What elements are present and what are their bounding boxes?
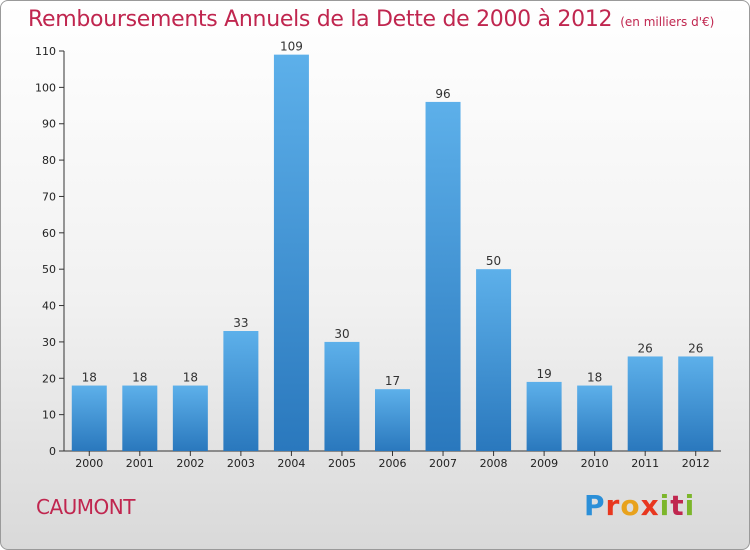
x-tick-label: 2006 (379, 457, 407, 470)
y-tick-label: 100 (35, 81, 56, 94)
bar (526, 381, 562, 451)
x-tick-label: 2009 (530, 457, 558, 470)
x-tick-label: 2010 (581, 457, 609, 470)
y-tick-label: 80 (42, 154, 56, 167)
y-tick-label: 10 (42, 409, 56, 422)
x-tick-label: 2003 (227, 457, 255, 470)
bar-value-label: 18 (587, 371, 602, 385)
bar-value-label: 18 (82, 371, 97, 385)
bar (122, 385, 158, 451)
bar-value-label: 19 (536, 367, 551, 381)
bar-value-label: 17 (385, 374, 400, 388)
bar-value-label: 50 (486, 254, 501, 268)
y-tick-label: 60 (42, 227, 56, 240)
proxiti-logo: Proxiti (584, 489, 696, 522)
y-tick-label: 50 (42, 263, 56, 276)
bar-value-label: 26 (638, 341, 653, 355)
bar-value-label: 33 (233, 316, 248, 330)
chart-subtitle: (en milliers d'€) (620, 15, 715, 29)
y-tick-label: 110 (35, 45, 56, 58)
bar-value-label: 30 (334, 327, 349, 341)
x-tick-label: 2011 (631, 457, 659, 470)
bar-value-label: 18 (183, 371, 198, 385)
bar (425, 101, 461, 451)
bar (375, 389, 410, 451)
bar-value-label: 96 (435, 87, 450, 101)
bar (71, 385, 107, 451)
x-tick-label: 2002 (176, 457, 204, 470)
commune-name: CAUMONT (36, 495, 135, 519)
bar (476, 269, 512, 451)
bar (678, 356, 714, 451)
y-tick-label: 70 (42, 190, 56, 203)
bar (324, 341, 360, 451)
x-tick-label: 2000 (75, 457, 103, 470)
bar-value-label: 109 (280, 40, 303, 54)
x-tick-label: 2001 (126, 457, 154, 470)
bar (577, 385, 613, 451)
data-labels: 18 18 18 33 109 30 17 96 50 19 18 26 26 (82, 40, 704, 389)
y-tick-label: 20 (42, 372, 56, 385)
bar-value-label: 26 (688, 341, 703, 355)
bar-value-label: 18 (132, 371, 147, 385)
axes: 0 10 20 30 40 50 60 70 80 90 100 110 2000 2001 2002 200… (35, 45, 721, 470)
bar (627, 356, 663, 451)
y-tick-label: 30 (42, 336, 56, 349)
x-tick-label: 2007 (429, 457, 457, 470)
y-tick-label: 40 (42, 300, 56, 313)
chart-title-text: Remboursements Annuels de la Dette de 20… (28, 7, 613, 32)
x-tick-label: 2008 (480, 457, 508, 470)
x-tick-label: 2004 (277, 457, 305, 470)
bars (71, 54, 714, 452)
chart-title: Remboursements Annuels de la Dette de 20… (28, 7, 714, 32)
y-tick-label: 0 (49, 445, 56, 458)
bar (223, 331, 259, 451)
bar (273, 54, 309, 452)
x-tick-label: 2012 (682, 457, 710, 470)
bar (172, 385, 208, 451)
x-tick-label: 2005 (328, 457, 356, 470)
y-tick-label: 90 (42, 118, 56, 131)
